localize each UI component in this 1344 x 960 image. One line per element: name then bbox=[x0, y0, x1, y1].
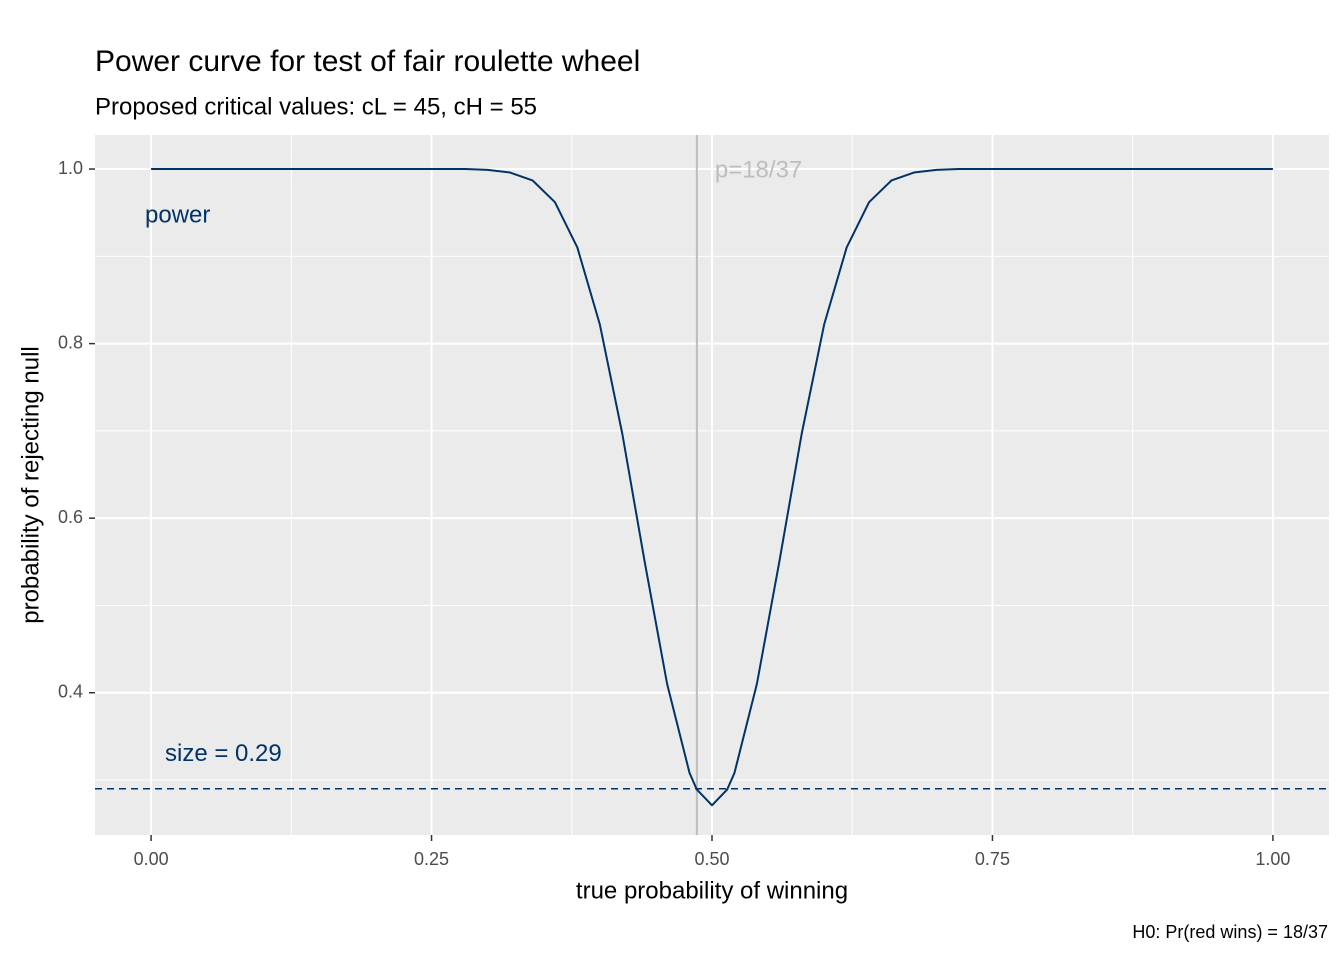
chart-subtitle: Proposed critical values: cL = 45, cH = … bbox=[95, 93, 537, 120]
caption: H0: Pr(red wins) = 18/37 bbox=[1132, 922, 1328, 942]
series-label: power bbox=[145, 201, 210, 228]
x-axis-title: true probability of winning bbox=[576, 877, 848, 904]
y-tick-label: 0.6 bbox=[58, 507, 83, 527]
x-tick-label: 0.75 bbox=[975, 849, 1010, 869]
y-tick-label: 0.8 bbox=[58, 332, 83, 352]
y-tick-label: 0.4 bbox=[58, 681, 83, 701]
x-tick-label: 0.50 bbox=[694, 849, 729, 869]
x-tick-label: 0.00 bbox=[134, 849, 169, 869]
x-tick-label: 1.00 bbox=[1255, 849, 1290, 869]
y-axis-title: probability of rejecting null bbox=[17, 346, 44, 624]
hline-label: size = 0.29 bbox=[165, 740, 282, 767]
chart-title: Power curve for test of fair roulette wh… bbox=[95, 45, 640, 78]
vline-label: p=18/37 bbox=[715, 156, 802, 183]
y-tick-label: 1.0 bbox=[58, 158, 83, 178]
power-line bbox=[151, 168, 1273, 807]
x-tick-label: 0.25 bbox=[414, 849, 449, 869]
